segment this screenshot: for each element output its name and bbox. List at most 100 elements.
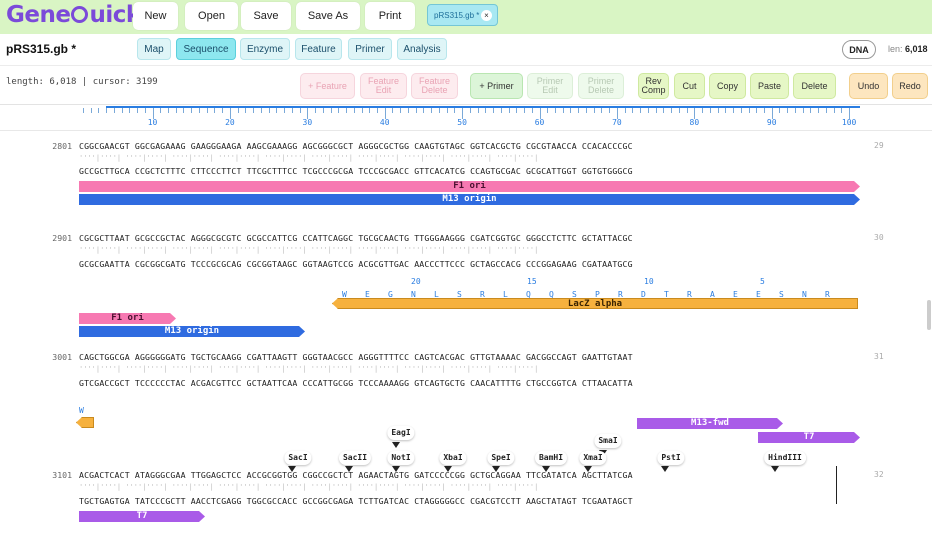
sequence-bottom-strand[interactable]: GTCGACCGCT TCCCCCCTAC ACGACGTTCC GCTAATT…	[79, 378, 633, 388]
cut-button[interactable]: Cut	[674, 73, 705, 99]
feature-lacz-alpha-fragment[interactable]	[76, 417, 94, 428]
tab-map[interactable]: Map	[137, 38, 171, 60]
ruler-tick	[733, 108, 735, 113]
feature-edit-button[interactable]: Feature Edit	[360, 73, 407, 99]
print-button[interactable]: Print	[365, 2, 415, 30]
enzyme-label-xmai[interactable]: XmaI	[579, 451, 607, 465]
ruler-tick	[214, 108, 216, 113]
tab-primer[interactable]: Primer	[348, 38, 392, 60]
ruler-tick	[353, 108, 355, 113]
translation-residue: S	[572, 290, 577, 299]
enzyme-label-xbai[interactable]: XbaI	[439, 451, 467, 465]
enzyme-label-sacii[interactable]: SacII	[338, 451, 372, 465]
enzyme-label-noti[interactable]: NotI	[387, 451, 415, 465]
add-feature-button[interactable]: + Feature	[300, 73, 355, 99]
copy-button[interactable]: Copy	[709, 73, 746, 99]
enzyme-label-smai[interactable]: SmaI	[594, 434, 622, 448]
ruler-tick	[849, 108, 851, 119]
ruler-tick	[245, 108, 247, 113]
ruler-tick	[485, 108, 487, 113]
translation-residue: T	[664, 290, 669, 299]
sequence-top-strand[interactable]: CGGCGAACGT GGCGAGAAAG GAAGGGAAGA AAGCGAA…	[79, 141, 633, 151]
ruler-tick	[407, 108, 409, 113]
translation-position: 5	[760, 277, 765, 286]
tab-sequence[interactable]: Sequence	[176, 38, 236, 60]
translation-residue: S	[779, 290, 784, 299]
feature-t7[interactable]: T7	[758, 432, 860, 443]
feature-delete-button[interactable]: Feature Delete	[411, 73, 458, 99]
tab-analysis[interactable]: Analysis	[397, 38, 447, 60]
feature-f1-ori[interactable]: F1 ori	[79, 313, 176, 324]
ruler-tick	[756, 108, 758, 113]
ruler-tick	[137, 108, 139, 113]
ruler-label: 40	[379, 118, 390, 127]
tab-feature[interactable]: Feature	[295, 38, 342, 60]
sequence-bottom-strand[interactable]: GCCGCTTGCA CCGCTCTTTC CTTCCCTTCT TTCGCTT…	[79, 166, 633, 176]
line-index: 3001	[52, 352, 72, 362]
tab-enzyme[interactable]: Enzyme	[240, 38, 290, 60]
enzyme-label-bamhi[interactable]: BamHI	[534, 451, 568, 465]
translation-residue: E	[365, 290, 370, 299]
feature-m13-origin[interactable]: M13 origin	[79, 326, 305, 337]
translation-residue: W	[342, 290, 347, 299]
sequence-top-strand[interactable]: CGCGCTTAAT GCGCCGCTAC AGGGCGCGTC GCGCCAT…	[79, 233, 633, 243]
line-index: 2801	[52, 141, 72, 151]
feature-f1-ori[interactable]: F1 ori	[79, 181, 860, 192]
enzyme-label-saci[interactable]: SacI	[284, 451, 312, 465]
paste-button[interactable]: Paste	[750, 73, 789, 99]
save-as-button[interactable]: Save As	[296, 2, 360, 30]
ruler-tick	[593, 108, 595, 113]
feature-m13-fwd[interactable]: M13-fwd	[637, 418, 783, 429]
add-primer-button[interactable]: + Primer	[470, 73, 523, 99]
ruler-tick	[330, 108, 332, 113]
undo-button[interactable]: Undo	[849, 73, 888, 99]
sequence-top-strand[interactable]: ACGACTCACT ATAGGGCGAA TTGGAGCTCC ACCGCGG…	[79, 470, 633, 480]
ruler-tick	[268, 108, 270, 113]
cut-site-marker	[392, 466, 400, 472]
ruler-tick	[462, 108, 464, 119]
ruler-tick	[338, 108, 340, 113]
cut-site-marker	[444, 466, 452, 472]
file-tab[interactable]: pRS315.gb * ×	[427, 4, 498, 26]
vertical-scrollbar[interactable]	[927, 300, 931, 330]
ruler-tick	[175, 108, 177, 113]
rev-comp-button[interactable]: Rev Comp	[638, 73, 669, 99]
translation-residue: Q	[549, 290, 554, 299]
primer-delete-button[interactable]: Primer Delete	[578, 73, 624, 99]
translation-position: 20	[411, 277, 421, 286]
ruler-tick	[508, 108, 510, 113]
open-button[interactable]: Open	[185, 2, 238, 30]
close-icon[interactable]: ×	[481, 10, 492, 21]
delete-button[interactable]: Delete	[793, 73, 836, 99]
enzyme-label-psti[interactable]: PstI	[657, 451, 685, 465]
cut-site-marker	[288, 466, 296, 472]
ruler-tick	[98, 108, 100, 113]
ruler-tick	[361, 108, 363, 113]
line-index: 2901	[52, 233, 72, 243]
feature-t7[interactable]: T7	[79, 511, 205, 522]
enzyme-label-spei[interactable]: SpeI	[487, 451, 515, 465]
feature-lacz-alpha[interactable]: LacZ alpha	[332, 298, 858, 309]
translation-residue: R	[618, 290, 623, 299]
ruler-tick	[725, 108, 727, 113]
sequence-top-strand[interactable]: CAGCTGGCGA AGGGGGGATG TGCTGCAAGG CGATTAA…	[79, 352, 633, 362]
save-button[interactable]: Save	[241, 2, 291, 30]
new-button[interactable]: New	[133, 2, 178, 30]
enzyme-label-eagi[interactable]: EagI	[387, 426, 415, 440]
translation-residue: R	[480, 290, 485, 299]
ruler-tick	[624, 108, 626, 113]
logo-q-ring	[71, 6, 89, 23]
enzyme-label-hindiii[interactable]: HindIII	[764, 451, 806, 465]
redo-button[interactable]: Redo	[892, 73, 928, 99]
ruler-tick	[678, 108, 680, 113]
ruler-tick	[748, 108, 750, 113]
sequence-bottom-strand[interactable]: GCGCGAATTA CGCGGCGATG TCCCGCGCAG CGCGGTA…	[79, 259, 633, 269]
feature-m13-origin[interactable]: M13 origin	[79, 194, 860, 205]
primer-edit-button[interactable]: Primer Edit	[527, 73, 573, 99]
ruler-tick	[106, 108, 108, 113]
sequence-bottom-strand[interactable]: TGCTGAGTGA TATCCCGCTT AACCTCGAGG TGGCGCC…	[79, 496, 633, 506]
ruler-label: 50	[457, 118, 467, 127]
ruler-tick	[825, 108, 827, 113]
ruler-tick	[740, 108, 742, 113]
ruler-tick	[640, 108, 642, 113]
